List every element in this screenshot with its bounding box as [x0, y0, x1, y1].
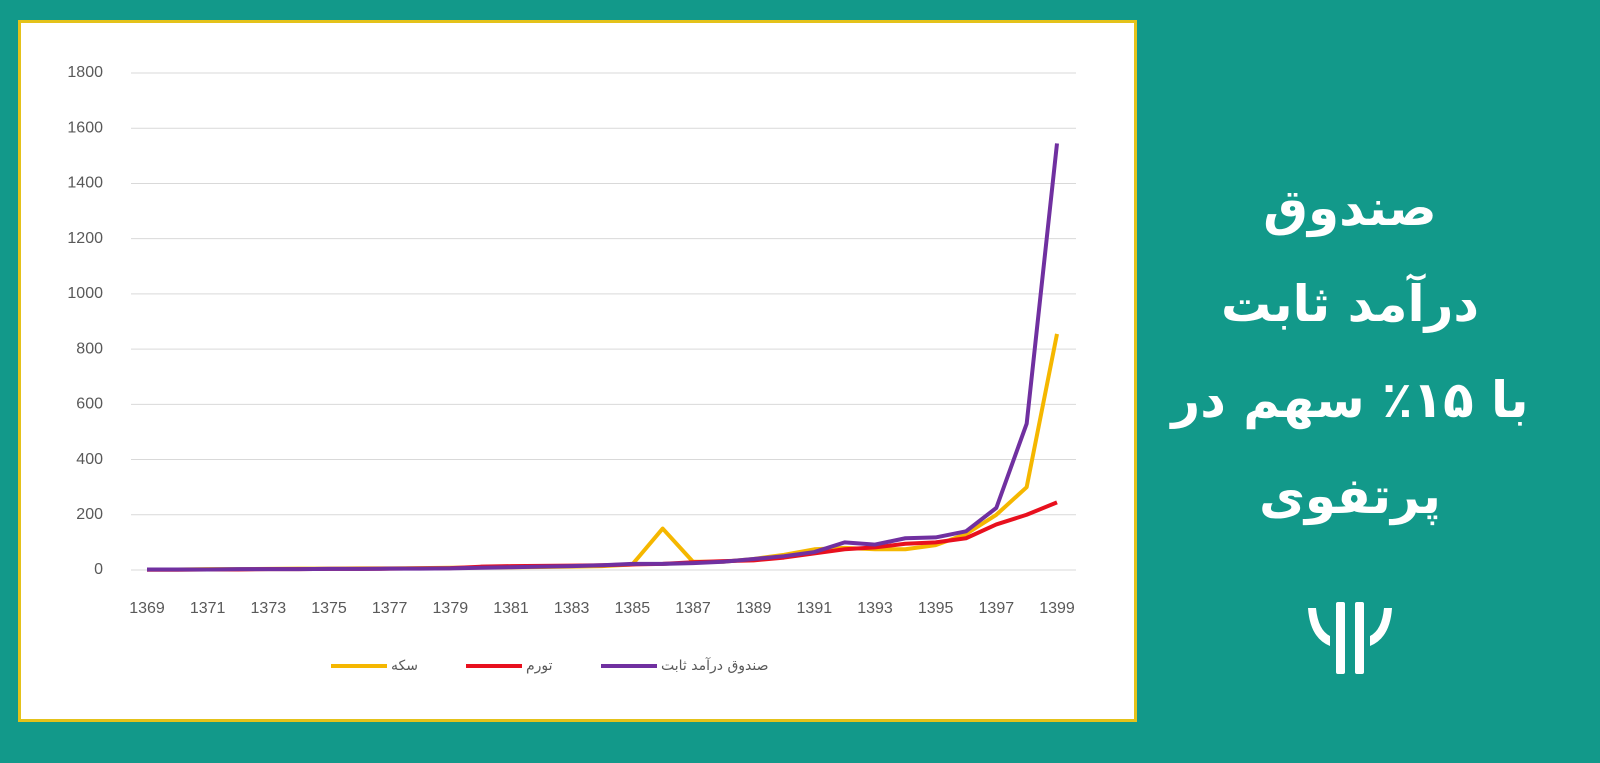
legend-label: صندوق درآمد ثابت: [661, 657, 769, 674]
x-tick-label: 1383: [554, 600, 590, 617]
x-tick-label: 1375: [311, 600, 347, 617]
x-tick-label: 1369: [129, 600, 165, 617]
chart-frame: 0 200 400 600 800 1000 1200 1400 1600 1800 1369 137…: [18, 20, 1137, 722]
y-tick-label: 1400: [67, 175, 103, 192]
x-tick-label: 1391: [797, 600, 833, 617]
y-tick-label: 400: [76, 451, 103, 468]
y-tick-label: 1600: [67, 119, 103, 136]
y-tick-label: 1200: [67, 230, 103, 247]
y-tick-label: 800: [76, 340, 103, 357]
x-tick-label: 1397: [979, 600, 1015, 617]
x-tick-label: 1393: [857, 600, 893, 617]
x-tick-label: 1379: [433, 600, 469, 617]
x-tick-label: 1373: [251, 600, 287, 617]
logo: [1308, 602, 1392, 674]
x-tick-label: 1395: [918, 600, 954, 617]
x-tick-label: 1385: [615, 600, 651, 617]
y-tick-label: 1800: [67, 64, 103, 81]
banner-line: پرتفوی: [1259, 467, 1441, 525]
x-tick-label: 1381: [493, 600, 529, 617]
banner-line: با ۱۵٪ سهم در: [1171, 371, 1529, 429]
x-tick-label: 1389: [736, 600, 772, 617]
legend-label: تورم: [526, 658, 553, 674]
y-tick-label: 200: [76, 506, 103, 523]
series-line: [147, 143, 1059, 572]
x-tick-label: 1377: [372, 600, 408, 617]
y-tick-label: 0: [94, 561, 103, 578]
x-tick-label: 1387: [675, 600, 711, 617]
banner-title: صندوق درآمد ثابت با ۱۵٪ سهم در پرتفوی: [1160, 160, 1540, 544]
y-tick-label: 1000: [67, 285, 103, 302]
banner-line: درآمد ثابت: [1220, 275, 1480, 333]
legend-label: سکه: [391, 658, 418, 674]
x-tick-label: 1399: [1039, 600, 1075, 617]
banner-line: صندوق: [1263, 179, 1437, 237]
chart: 0 200 400 600 800 1000 1200 1400 1600 1800 1369 137…: [67, 64, 1076, 674]
series-line: [147, 333, 1059, 572]
x-tick-label: 1371: [190, 600, 226, 617]
y-tick-label: 600: [76, 396, 103, 413]
